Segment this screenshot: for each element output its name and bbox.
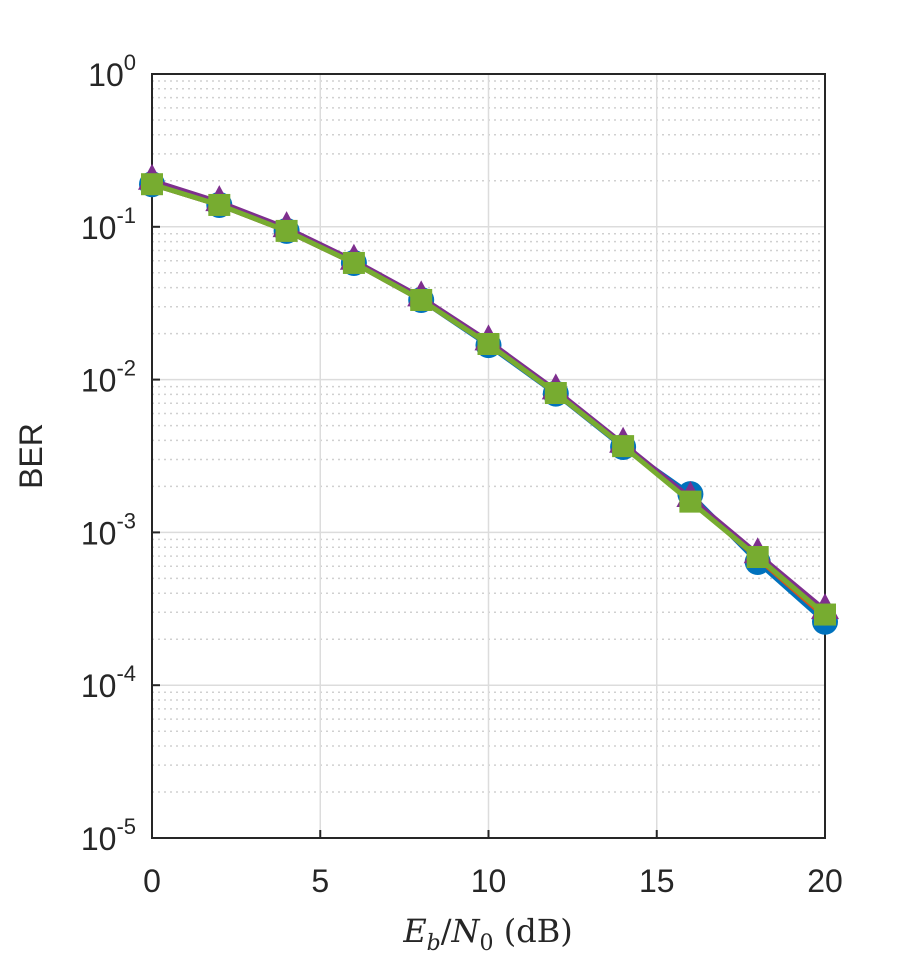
y-tick-exponent: -4 — [116, 661, 136, 686]
series — [141, 173, 836, 626]
x-tick-label: 20 — [807, 863, 843, 899]
x-tick-label: 15 — [639, 863, 675, 899]
y-tick-exponent: -2 — [116, 356, 136, 381]
y-tick-label: 10-2 — [81, 356, 136, 399]
y-tick-base: 10 — [88, 57, 124, 93]
marker — [342, 251, 365, 274]
y-tick-exponent: -3 — [116, 508, 136, 533]
y-tick-exponent: -1 — [116, 203, 136, 228]
y-tick-label: 100 — [88, 50, 136, 93]
y-tick-base: 10 — [81, 821, 117, 857]
x-label-part: N — [451, 912, 481, 950]
marker — [746, 546, 769, 569]
y-tick-base: 10 — [81, 515, 117, 551]
marker — [612, 435, 635, 458]
y-tick-exponent: 0 — [124, 50, 136, 75]
x-tick-label: 0 — [143, 863, 161, 899]
marker — [477, 332, 500, 355]
marker — [410, 288, 433, 311]
marker — [679, 490, 702, 513]
x-label-part: E — [402, 912, 426, 950]
y-tick-base: 10 — [81, 668, 117, 704]
x-label-part: 0 — [480, 931, 494, 953]
x-label-part: b — [427, 931, 441, 953]
y-tick-label: 10-5 — [81, 814, 136, 857]
x-tick-label: 5 — [311, 863, 329, 899]
x-tick-label: 10 — [471, 863, 507, 899]
marker — [141, 173, 163, 196]
y-tick-base: 10 — [81, 210, 117, 246]
marker — [544, 382, 567, 405]
y-tick-label: 10-4 — [81, 661, 136, 704]
y-tick-exponent: -5 — [116, 814, 136, 839]
marker — [208, 193, 231, 216]
x-axis-label: Eb/N0 (dB) — [402, 912, 572, 953]
x-label-part: / — [441, 912, 452, 950]
x-label-part: (dB) — [494, 912, 573, 950]
marker — [275, 219, 298, 242]
y-axis-label: BER — [13, 423, 49, 489]
y-tick-label: 10-1 — [81, 203, 136, 246]
axes-box — [151, 73, 826, 839]
y-tick-base: 10 — [81, 363, 117, 399]
marker — [814, 603, 836, 626]
y-tick-label: 10-3 — [81, 508, 136, 551]
